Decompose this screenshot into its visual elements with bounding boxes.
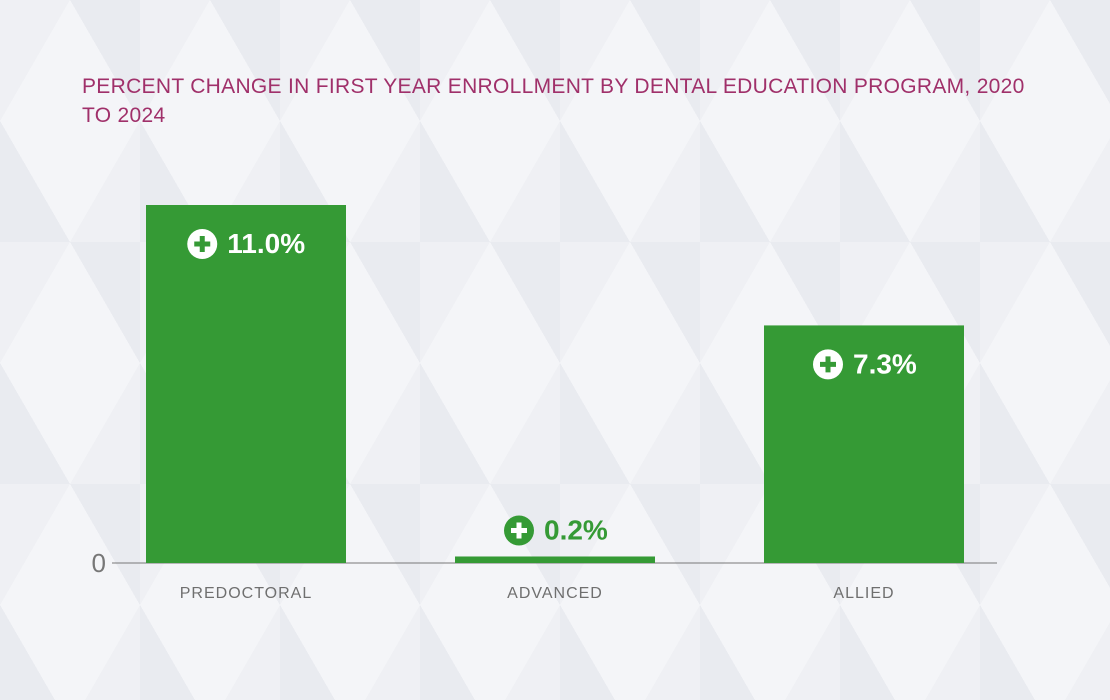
data-label: 11.0% xyxy=(227,228,305,259)
plus-circle-icon xyxy=(187,229,218,259)
chart-title: PERCENT CHANGE IN FIRST YEAR ENROLLMENT … xyxy=(82,75,1025,127)
y-tick-label: 0 xyxy=(92,548,106,578)
plus-circle-icon xyxy=(504,515,534,546)
bar-predoctoral xyxy=(146,205,346,563)
bar-advanced xyxy=(455,556,655,563)
category-label: ADVANCED xyxy=(507,585,603,602)
category-label: ALLIED xyxy=(833,585,894,602)
data-label: 7.3% xyxy=(853,348,917,379)
bar-allied xyxy=(764,325,964,563)
data-label: 0.2% xyxy=(544,514,608,545)
category-label: PREDOCTORAL xyxy=(180,585,313,602)
plus-circle-icon xyxy=(813,349,843,380)
